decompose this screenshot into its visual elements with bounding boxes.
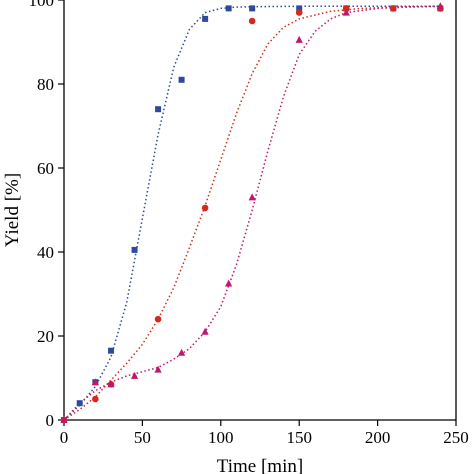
data-points	[60, 2, 444, 424]
circle-point	[342, 5, 350, 12]
y-axis-title: Yield [%]	[2, 173, 23, 247]
circle-point	[389, 5, 397, 12]
fit-curve	[63, 5, 441, 421]
square-point	[202, 15, 209, 22]
y-tick-label: 20	[37, 327, 54, 346]
fit-curves	[63, 5, 441, 421]
square-point	[249, 5, 256, 12]
triangle-point	[178, 348, 186, 356]
triangle-point	[60, 416, 68, 423]
square-point	[155, 106, 162, 113]
x-tick-label: 100	[208, 428, 234, 447]
circle-point	[201, 204, 209, 212]
triangle-point	[107, 380, 115, 388]
square-point	[108, 347, 115, 354]
square-point	[178, 76, 185, 83]
triangle-point	[91, 378, 99, 386]
fit-curve	[63, 5, 441, 421]
fit-curve	[63, 5, 441, 421]
y-tick-label: 60	[37, 159, 54, 178]
circle-point	[295, 9, 303, 16]
triangle-point	[248, 193, 256, 201]
square-point	[296, 5, 303, 12]
triangle-point	[154, 365, 162, 373]
square-point	[131, 246, 138, 253]
triangle-point	[295, 35, 303, 43]
circle-point	[92, 395, 99, 403]
x-tick-label: 50	[134, 428, 151, 447]
ticks: 0 50 100 150 200 250 0 20 40 60 80 100	[29, 0, 469, 447]
triangle-point	[436, 2, 444, 10]
x-tick-label: 150	[286, 428, 312, 447]
triangle-point	[342, 8, 350, 16]
circle-point	[248, 17, 256, 25]
x-axis-title: Time [min]	[217, 456, 303, 474]
y-tick-label: 0	[46, 411, 55, 430]
x-tick-label: 250	[443, 428, 469, 447]
y-tick-label: 80	[37, 75, 54, 94]
y-tick-label: 40	[37, 243, 54, 262]
x-tick-label: 200	[365, 428, 391, 447]
triangle-point	[225, 279, 233, 287]
circle-point	[154, 315, 162, 323]
triangle-point	[201, 327, 209, 335]
axes	[63, 0, 457, 421]
x-tick-label: 0	[60, 428, 69, 447]
square-point	[76, 400, 83, 407]
square-point	[225, 5, 232, 12]
y-tick-label: 100	[29, 0, 55, 10]
triangle-point	[130, 371, 139, 379]
